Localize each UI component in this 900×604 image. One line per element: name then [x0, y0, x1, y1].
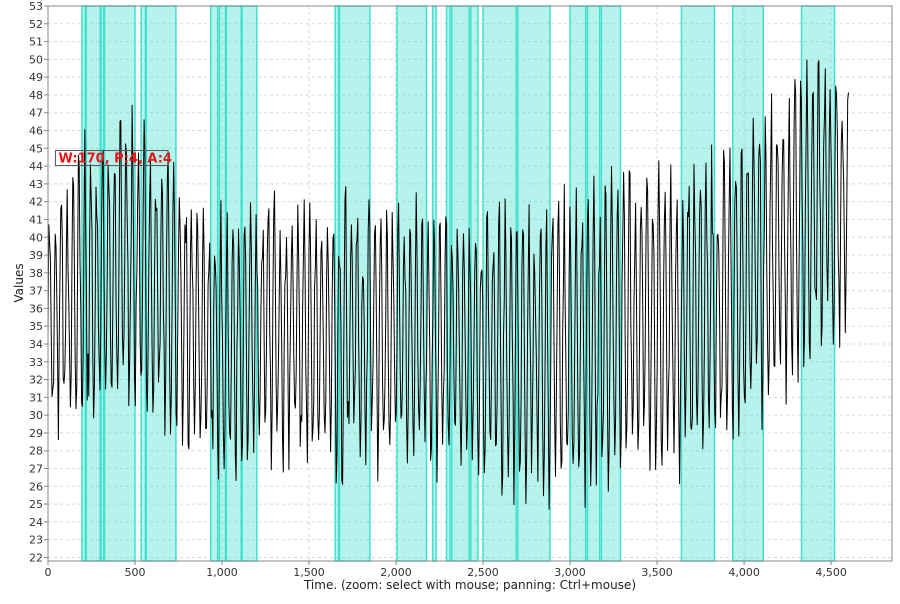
x-axis: 0 500 1,000 1,500 2,000 2,500 3,000 3,500 4,000 4…: [45, 561, 847, 579]
y-tick-label: 43: [29, 178, 43, 191]
x-tick-label: 500: [125, 566, 146, 579]
x-tick-label: 1,500: [293, 566, 325, 579]
y-tick-label: 29: [29, 427, 43, 440]
y-tick-label: 47: [29, 107, 43, 120]
x-tick-label: 4,000: [728, 566, 760, 579]
y-tick-label: 48: [29, 89, 43, 102]
y-tick-label: 34: [29, 338, 43, 351]
annotation-box: [54, 150, 169, 167]
y-tick-label: 52: [29, 18, 43, 31]
highlight-region: [140, 5, 147, 562]
y-tick-label: 51: [29, 36, 43, 49]
y-tick-label: 30: [29, 409, 43, 422]
y-tick-label: 40: [29, 231, 43, 244]
series-line: [47, 59, 849, 510]
y-tick-label: 44: [29, 160, 43, 173]
y-tick-label: 35: [29, 320, 43, 333]
y-tick-label: 53: [29, 0, 43, 13]
y-tick-label: 23: [29, 534, 43, 547]
x-tick-label: 1,000: [206, 566, 238, 579]
y-tick-label: 32: [29, 374, 43, 387]
y-tick-label: 25: [29, 498, 43, 511]
y-tick-label: 38: [29, 267, 43, 280]
y-tick-label: 42: [29, 196, 43, 209]
y-tick-label: 50: [29, 53, 43, 66]
y-tick-label: 27: [29, 463, 43, 476]
highlight-region: [396, 5, 428, 562]
y-tick-label: 24: [29, 516, 43, 529]
highlight-region: [680, 5, 716, 562]
y-tick-label: 41: [29, 213, 43, 226]
y-tick-label: 28: [29, 445, 43, 458]
x-axis-title: Time. (zoom: select with mouse; panning:…: [303, 578, 636, 592]
y-axis-title: Values: [12, 263, 26, 302]
y-tick-label: 36: [29, 302, 43, 315]
x-tick-label: 2,500: [467, 566, 499, 579]
x-tick-label: 4,500: [815, 566, 847, 579]
plot-frame: [47, 5, 893, 562]
x-tick-label: 3,500: [641, 566, 673, 579]
highlight-region: [450, 5, 470, 562]
x-tick-label: 0: [45, 566, 52, 579]
x-tick-label: 3,000: [554, 566, 586, 579]
x-tick-label: 2,000: [380, 566, 412, 579]
annotation-label: W:170, P:4, A:4: [58, 152, 172, 167]
y-axis: 22 23 24 25 26 27 28 29 30 31 32 33 34 35 36 37 38 39 40 41…: [29, 0, 48, 564]
y-tick-label: 46: [29, 125, 43, 138]
annotation-layer: W:170, P:4, A:4: [54, 150, 172, 167]
y-tick-label: 31: [29, 391, 43, 404]
y-tick-label: 22: [29, 551, 43, 564]
series-layer: [47, 59, 849, 510]
y-tick-label: 39: [29, 249, 43, 262]
y-tick-label: 26: [29, 480, 43, 493]
highlight-region: [145, 5, 177, 562]
y-tick-label: 45: [29, 142, 43, 155]
y-tick-label: 33: [29, 356, 43, 369]
y-tick-label: 49: [29, 71, 43, 84]
y-tick-label: 37: [29, 285, 43, 298]
